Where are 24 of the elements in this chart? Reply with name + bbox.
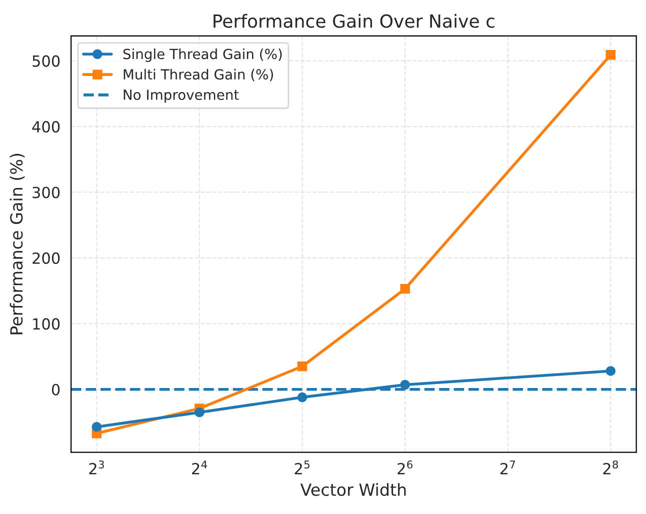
y-tick-label: 400 (32, 120, 60, 133)
x-axis-title: Vector Width (300, 483, 406, 496)
x-tick-label: 2$^{6}$ (398, 460, 412, 474)
point (92, 422, 102, 432)
y-axis-title: Performance Gain (%) (10, 154, 25, 334)
y-tick-label: 100 (33, 318, 60, 330)
legend-label: Single Thread Gain (%) (123, 48, 282, 62)
x-tick-label: 2$^{4}$ (192, 460, 207, 474)
x-tick-label: 2$^{8}$ (603, 460, 618, 474)
legend-label: No Improvement (124, 90, 239, 103)
y-tick-label: 0 (52, 384, 60, 396)
chart-title: Performance Gain Over Naive c (214, 14, 494, 28)
y-tick-label: 200 (32, 252, 60, 264)
x-tick-label: 2$^{3}$ (89, 460, 104, 474)
y-tick-label: 500 (32, 55, 60, 67)
point (297, 392, 308, 402)
point (297, 362, 308, 372)
x-tick-label: 2$^{7}$ (500, 460, 516, 474)
legend-label: Multi Thread Gain (%) (124, 68, 273, 82)
point (194, 408, 204, 418)
y-tick-label: 300 (32, 186, 60, 198)
x-tick-label: 2$^{5}$ (294, 460, 310, 474)
point (400, 284, 410, 294)
point (400, 380, 410, 390)
